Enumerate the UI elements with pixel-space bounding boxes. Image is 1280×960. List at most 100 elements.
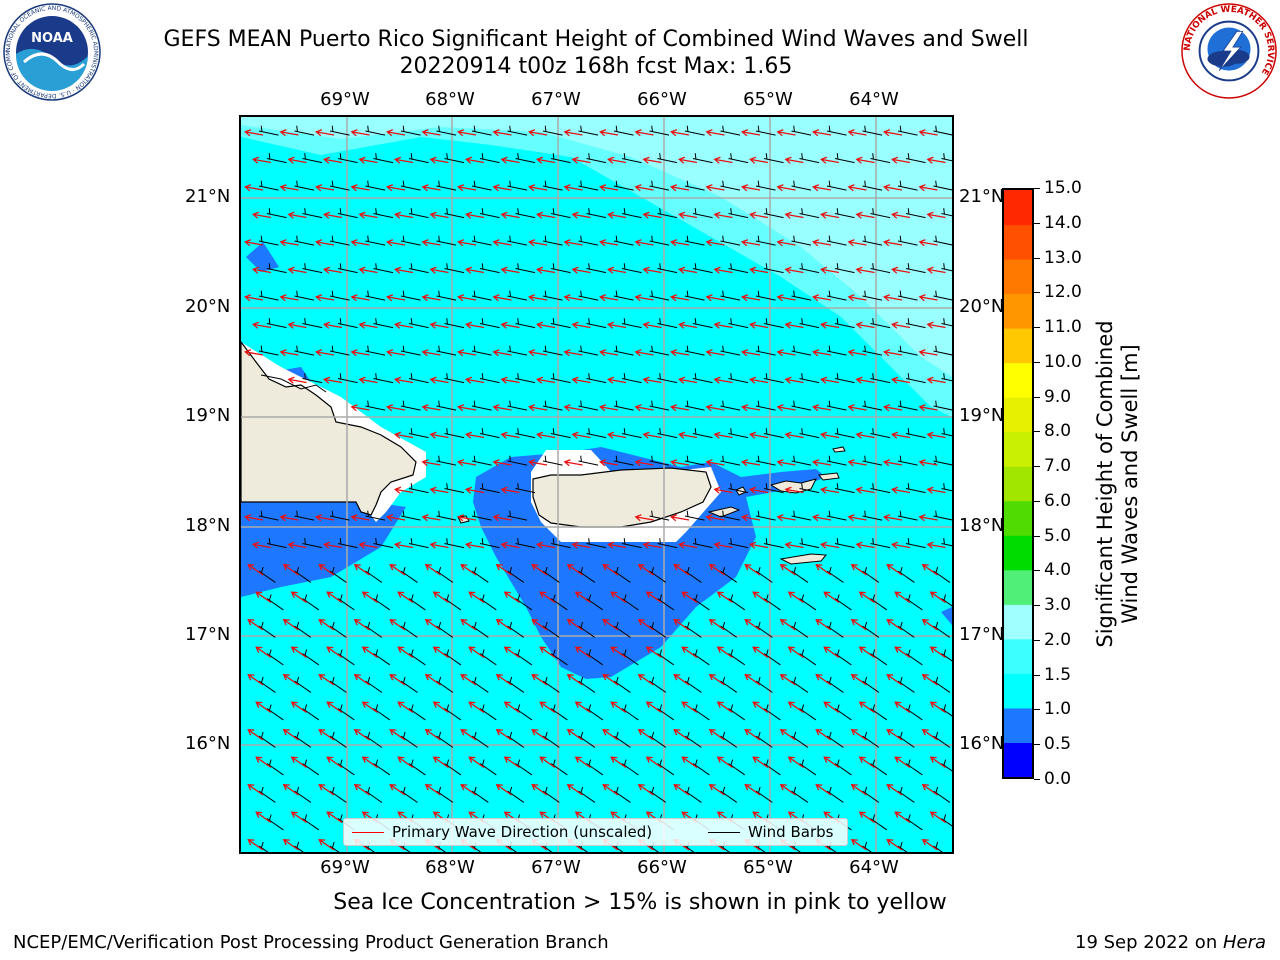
wave-direction-arrow	[424, 673, 441, 686]
wave-direction-arrow	[563, 459, 583, 467]
wind-barb	[692, 373, 713, 384]
wind-barb	[905, 483, 926, 494]
wave-direction-arrow	[394, 211, 414, 219]
wave-direction-arrow	[386, 349, 406, 357]
wind-barb	[550, 538, 571, 549]
wind-barb	[826, 125, 847, 136]
wave-direction-arrow	[673, 783, 690, 796]
wave-direction-arrow	[394, 156, 414, 164]
wind-barb	[471, 510, 492, 521]
wave-direction-arrow	[744, 563, 761, 576]
colorbar-segment	[1004, 500, 1032, 536]
wave-direction-arrow	[670, 294, 690, 302]
wind-barb	[542, 290, 563, 301]
wind-barb	[834, 263, 855, 274]
wave-direction-arrow	[350, 349, 370, 357]
wind-barb	[692, 318, 713, 329]
wind-barb	[613, 235, 634, 246]
wind-barb	[436, 180, 457, 191]
wave-direction-arrow	[850, 783, 867, 796]
wave-direction-arrow	[421, 459, 441, 467]
wind-barb	[692, 428, 713, 439]
wave-direction-arrow	[282, 618, 299, 631]
wave-direction-arrow	[571, 266, 591, 274]
wind-barb	[471, 290, 492, 301]
wave-direction-arrow	[500, 321, 520, 329]
wind-barb	[507, 345, 528, 356]
wave-direction-arrow	[929, 646, 946, 659]
wind-barb	[763, 428, 784, 439]
wind-barb	[436, 235, 457, 246]
wave-direction-arrow	[610, 646, 627, 659]
wave-direction-arrow	[457, 349, 477, 357]
wave-direction-arrow	[847, 184, 867, 192]
wave-direction-arrow	[460, 563, 477, 576]
wind-barb	[791, 566, 809, 583]
wind-barb	[720, 510, 741, 521]
wind-barb	[515, 704, 533, 721]
wind-barb	[613, 621, 631, 638]
wind-barb	[436, 290, 457, 301]
wave-direction-arrow	[602, 728, 619, 741]
wind-barb	[763, 538, 784, 549]
wave-direction-arrow	[318, 783, 335, 796]
wave-direction-arrow	[610, 756, 627, 769]
wind-barb	[436, 676, 454, 693]
wind-barb	[365, 786, 383, 803]
wind-barb	[728, 263, 749, 274]
wave-direction-arrow	[563, 184, 583, 192]
wave-direction-arrow	[361, 591, 378, 604]
wind-barb	[649, 676, 667, 693]
colorbar-tick-label: 2.0	[1044, 629, 1072, 650]
wind-barb	[905, 263, 926, 274]
wave-direction-arrow	[784, 376, 804, 384]
wind-barb	[941, 759, 952, 772]
wave-direction-arrow	[290, 756, 307, 769]
colorbar-tick-label: 0.5	[1044, 734, 1072, 755]
wind-barb	[897, 676, 915, 693]
wave-direction-arrow	[353, 783, 370, 796]
wave-direction-arrow	[492, 514, 512, 522]
wind-barb	[684, 786, 702, 803]
wave-direction-arrow	[812, 459, 832, 467]
wind-barb	[684, 676, 702, 693]
wind-barb	[684, 621, 702, 638]
colorbar-segment	[1004, 362, 1032, 398]
wave-direction-arrow	[918, 349, 938, 357]
wave-direction-arrow	[255, 756, 272, 769]
wind-barb	[897, 786, 915, 803]
colorbar-segment	[1004, 707, 1032, 743]
wave-direction-arrow	[528, 239, 548, 247]
colorbar-tick-mark	[1034, 431, 1040, 433]
wave-direction-arrow	[421, 514, 441, 522]
wave-direction-arrow	[645, 591, 662, 604]
wave-direction-arrow	[883, 184, 903, 192]
wind-barb	[933, 731, 951, 748]
wind-barb	[649, 400, 670, 411]
wave-direction-arrow	[894, 756, 911, 769]
wave-direction-arrow	[812, 129, 832, 137]
colorbar-tick-mark	[1034, 327, 1040, 329]
wind-barb	[791, 125, 812, 136]
wave-direction-arrow	[386, 294, 406, 302]
land-vieques	[707, 506, 741, 518]
wind-barb	[258, 841, 269, 852]
wave-direction-arrow	[713, 431, 733, 439]
wind-barb	[720, 125, 741, 136]
colorbar-tick-label: 10.0	[1044, 351, 1082, 372]
wave-direction-arrow	[465, 486, 485, 494]
wind-barb	[649, 290, 670, 301]
wave-direction-arrow	[536, 156, 556, 164]
wave-direction-arrow	[528, 184, 548, 192]
wind-barb	[870, 704, 888, 721]
wave-height-contour-lighter	[241, 117, 952, 377]
legend-label-wave-direction: Primary Wave Direction (unscaled)	[392, 823, 653, 841]
wind-barb	[436, 566, 454, 583]
wind-barb	[692, 263, 713, 274]
wave-direction-arrow	[244, 294, 264, 302]
wave-direction-arrow	[255, 591, 272, 604]
wind-barb	[870, 759, 888, 776]
wind-barb	[471, 345, 492, 356]
wind-barb	[826, 676, 844, 693]
wind-barb	[507, 455, 528, 466]
